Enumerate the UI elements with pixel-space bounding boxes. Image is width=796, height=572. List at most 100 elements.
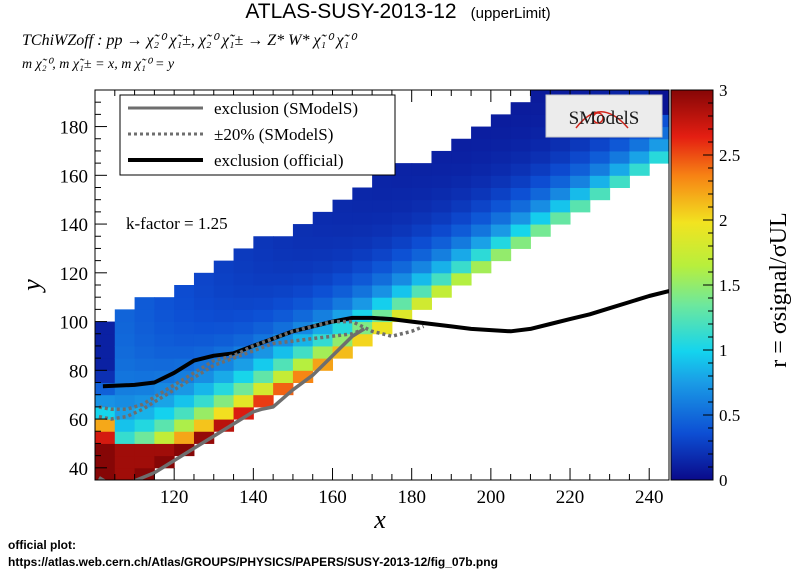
heatmap-cell: [609, 163, 630, 176]
heatmap-cell: [352, 199, 373, 213]
heatmap-cell: [134, 333, 155, 347]
heatmap-cell: [490, 236, 512, 249]
colorbar-ticks: 0 0.5 1 1.5 2 2.5 3: [703, 81, 740, 490]
heatmap-cell: [490, 224, 512, 237]
x-tick-label: 240: [635, 487, 664, 508]
heatmap-cell: [134, 406, 155, 420]
heatmap-cell: [233, 394, 254, 408]
y-tick-label: 40: [69, 459, 88, 480]
x-tick-label: 120: [160, 487, 189, 508]
heatmap-cell: [391, 272, 413, 286]
y-axis: 40 60 80 100 120 140 160 180: [60, 89, 107, 481]
heatmap-cell: [550, 187, 571, 201]
heatmap-cell: [490, 150, 512, 164]
colorbar-tick-label: 2.5: [719, 146, 740, 165]
heatmap-cell: [352, 260, 373, 274]
heatmap-cell: [213, 260, 235, 274]
heatmap-cell: [589, 187, 611, 201]
heatmap-cell: [174, 431, 195, 444]
heatmap-cell: [114, 394, 136, 408]
heatmap-cell: [530, 138, 551, 152]
heatmap-cell: [233, 309, 254, 323]
heatmap-cell: [451, 272, 472, 286]
heatmap-cell: [174, 345, 195, 359]
heatmap-cell: [550, 199, 571, 213]
heatmap-cell: [193, 370, 215, 383]
heatmap-cell: [510, 175, 531, 188]
heatmap-cell: [253, 297, 274, 310]
heatmap-cell: [312, 285, 334, 298]
heatmap-cell: [510, 236, 531, 249]
heatmap-cell: [273, 370, 294, 383]
logo-background: [545, 94, 663, 138]
heatmap-cell: [471, 199, 492, 213]
footer-label: official plot:: [8, 538, 76, 552]
heatmap-cell: [372, 260, 393, 274]
colorbar-tick-label: 1.5: [719, 276, 740, 295]
heatmap-cell: [213, 321, 235, 335]
heatmap-cell: [154, 419, 175, 432]
legend-entry-smodels: exclusion (SModelS): [214, 99, 358, 118]
heatmap-cell: [114, 345, 136, 359]
heatmap-cell: [174, 321, 195, 335]
heatmap-cell: [372, 297, 393, 310]
heatmap-cell: [233, 285, 254, 298]
heatmap-cell: [530, 199, 551, 213]
heatmap-cell: [95, 419, 116, 432]
heatmap-cell: [154, 333, 175, 347]
heatmap-cell: [372, 321, 393, 335]
heatmap-cell: [213, 297, 235, 310]
heatmap-cell: [391, 211, 413, 225]
heatmap-cell: [273, 236, 294, 249]
heatmap-cell: [530, 163, 551, 176]
heatmap-cell: [95, 467, 116, 480]
heatmap-cell: [213, 394, 235, 408]
heatmap-cell: [411, 163, 432, 176]
heatmap-cell: [391, 175, 413, 188]
heatmap-cell: [431, 175, 452, 188]
y-tick-label: 160: [60, 166, 89, 187]
heatmap-cell: [154, 358, 175, 371]
heatmap-cell: [233, 358, 254, 371]
y-tick-label: 80: [69, 361, 88, 382]
heatmap-cell: [114, 467, 136, 480]
heatmap-cell: [292, 358, 314, 371]
heatmap-cell: [451, 199, 472, 213]
heatmap-cell: [391, 285, 413, 298]
heatmap-cell: [332, 236, 353, 249]
heatmap-cell: [95, 431, 116, 444]
heatmap-cell: [411, 285, 432, 298]
heatmap-cell: [253, 285, 274, 298]
heatmap-cell: [273, 248, 294, 262]
heatmap-cell: [292, 248, 314, 262]
heatmap-cell: [471, 224, 492, 237]
colorbar-tick-label: 3: [719, 81, 728, 100]
heatmap-cell: [609, 150, 630, 164]
heatmap-cell: [174, 382, 195, 396]
heatmap-cell: [589, 175, 611, 188]
colorbar-tick-label: 0.5: [719, 406, 740, 425]
heatmap-cell: [510, 187, 531, 201]
heatmap-cell: [134, 443, 155, 457]
heatmap-cell: [471, 187, 492, 201]
smodels-logo: SModelS: [545, 94, 663, 138]
heatmap-cell: [312, 224, 334, 237]
heatmap-cell: [510, 199, 531, 213]
heatmap-cell: [273, 358, 294, 371]
heatmap-cell: [193, 285, 215, 298]
heatmap-cell: [352, 333, 373, 347]
heatmap-cell: [372, 272, 393, 286]
heatmap-cell: [193, 321, 215, 335]
heatmap-cell: [154, 345, 175, 359]
heatmap-cell: [411, 224, 432, 237]
heatmap-cell: [372, 211, 393, 225]
heatmap-cell: [95, 333, 116, 347]
heatmap-cell: [253, 370, 274, 383]
footer-url[interactable]: https://atlas.web.cern.ch/Atlas/GROUPS/P…: [8, 555, 498, 569]
heatmap-cell: [391, 236, 413, 249]
heatmap-cell: [332, 199, 353, 213]
heatmap-cell: [273, 345, 294, 359]
smodels-exclusion-curve: [98, 327, 366, 480]
heatmap-cell: [550, 175, 571, 188]
heatmap-cell: [530, 150, 551, 164]
